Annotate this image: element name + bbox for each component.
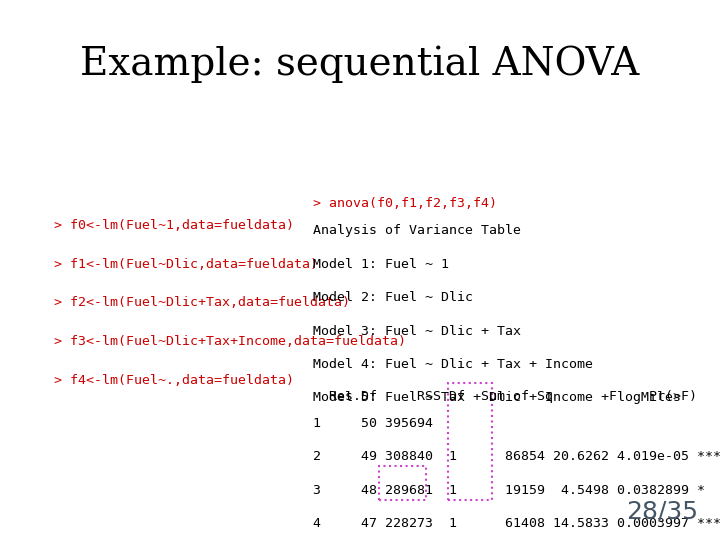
Text: Model 4: Fuel ~ Dlic + Tax + Income: Model 4: Fuel ~ Dlic + Tax + Income bbox=[313, 358, 593, 371]
Text: 3     48 289681  1      19159  4.5498 0.0382899 *: 3 48 289681 1 19159 4.5498 0.0382899 * bbox=[313, 484, 705, 497]
Text: Model 2: Fuel ~ Dlic: Model 2: Fuel ~ Dlic bbox=[313, 291, 473, 304]
Text: 28/35: 28/35 bbox=[626, 500, 698, 524]
Text: Model 1: Fuel ~ 1: Model 1: Fuel ~ 1 bbox=[313, 258, 449, 271]
Text: > f2<-lm(Fuel~Dlic+Tax,data=fueldata): > f2<-lm(Fuel~Dlic+Tax,data=fueldata) bbox=[54, 296, 350, 309]
Text: Res.Df     RSS Df  Sum of Sq       F    Pr(>F): Res.Df RSS Df Sum of Sq F Pr(>F) bbox=[313, 390, 697, 403]
Text: 2     49 308840  1      86854 20.6262 4.019e-05 ***: 2 49 308840 1 86854 20.6262 4.019e-05 **… bbox=[313, 450, 720, 463]
Text: > f1<-lm(Fuel~Dlic,data=fueldata): > f1<-lm(Fuel~Dlic,data=fueldata) bbox=[54, 258, 318, 271]
Text: Model 3: Fuel ~ Dlic + Tax: Model 3: Fuel ~ Dlic + Tax bbox=[313, 325, 521, 338]
Text: > f3<-lm(Fuel~Dlic+Tax+Income,data=fueldata): > f3<-lm(Fuel~Dlic+Tax+Income,data=fueld… bbox=[54, 335, 406, 348]
Text: > f0<-lm(Fuel~1,data=fueldata): > f0<-lm(Fuel~1,data=fueldata) bbox=[54, 219, 294, 232]
Text: Example: sequential ANOVA: Example: sequential ANOVA bbox=[81, 46, 639, 83]
Text: 4     47 228273  1      61408 14.5833 0.0003997 ***: 4 47 228273 1 61408 14.5833 0.0003997 **… bbox=[313, 517, 720, 530]
Text: > f4<-lm(Fuel~.,data=fueldata): > f4<-lm(Fuel~.,data=fueldata) bbox=[54, 374, 294, 387]
Text: Analysis of Variance Table: Analysis of Variance Table bbox=[313, 224, 521, 237]
Text: Model 5: Fuel ~ Tax + Dlic + Income + logMiles: Model 5: Fuel ~ Tax + Dlic + Income + lo… bbox=[313, 392, 681, 404]
Text: > anova(f0,f1,f2,f3,f4): > anova(f0,f1,f2,f3,f4) bbox=[313, 197, 498, 210]
Text: 1     50 395694: 1 50 395694 bbox=[313, 417, 433, 430]
